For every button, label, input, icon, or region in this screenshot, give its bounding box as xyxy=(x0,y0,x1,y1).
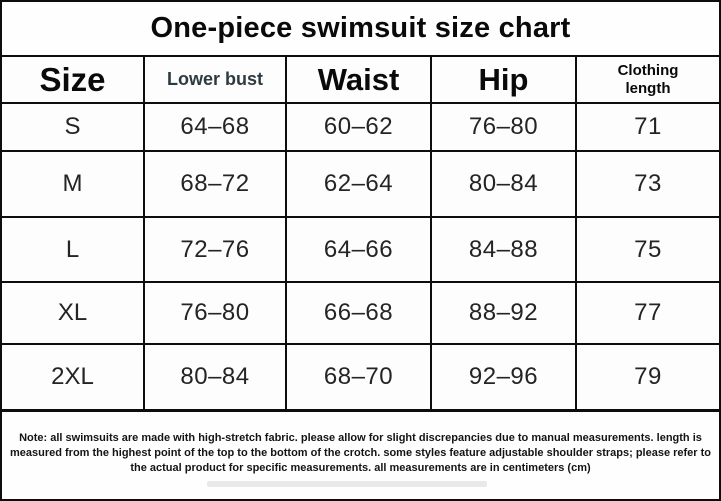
size-table: Size Lower bust Waist Hip Clothing lengt… xyxy=(2,57,719,409)
table-cell: M xyxy=(2,152,145,218)
table-cell: 64–68 xyxy=(145,104,287,152)
table-cell: 80–84 xyxy=(432,152,577,218)
table-cell: 77 xyxy=(577,283,719,345)
table-cell: 92–96 xyxy=(432,345,577,409)
note-text: Note: all swimsuits are made with high-s… xyxy=(9,432,712,474)
table-cell: 75 xyxy=(577,218,719,283)
table-cell: 60–62 xyxy=(287,104,432,152)
column-header-waist: Waist xyxy=(287,57,432,104)
note-box: Note: all swimsuits are made with high-s… xyxy=(2,409,719,499)
column-header-clothing-length-label: Clothing length xyxy=(617,62,679,97)
table-cell: 62–64 xyxy=(287,152,432,218)
table-cell: 66–68 xyxy=(287,283,432,345)
table-cell: 84–88 xyxy=(432,218,577,283)
table-cell: 68–72 xyxy=(145,152,287,218)
column-header-lower-bust: Lower bust xyxy=(145,57,287,104)
table-cell: 88–92 xyxy=(432,283,577,345)
page-title: One-piece swimsuit size chart xyxy=(2,2,719,57)
watermark-smudge xyxy=(207,481,487,487)
table-cell: 76–80 xyxy=(145,283,287,345)
table-cell: XL xyxy=(2,283,145,345)
table-cell: 64–66 xyxy=(287,218,432,283)
table-cell: 76–80 xyxy=(432,104,577,152)
table-cell: 73 xyxy=(577,152,719,218)
table-cell: S xyxy=(2,104,145,152)
table-cell: 72–76 xyxy=(145,218,287,283)
column-header-clothing-length: Clothing length xyxy=(577,57,719,104)
table-cell: L xyxy=(2,218,145,283)
table-cell: 2XL xyxy=(2,345,145,409)
table-cell: 71 xyxy=(577,104,719,152)
table-cell: 79 xyxy=(577,345,719,409)
table-cell: 80–84 xyxy=(145,345,287,409)
table-cell: 68–70 xyxy=(287,345,432,409)
column-header-size: Size xyxy=(2,57,145,104)
column-header-hip: Hip xyxy=(432,57,577,104)
